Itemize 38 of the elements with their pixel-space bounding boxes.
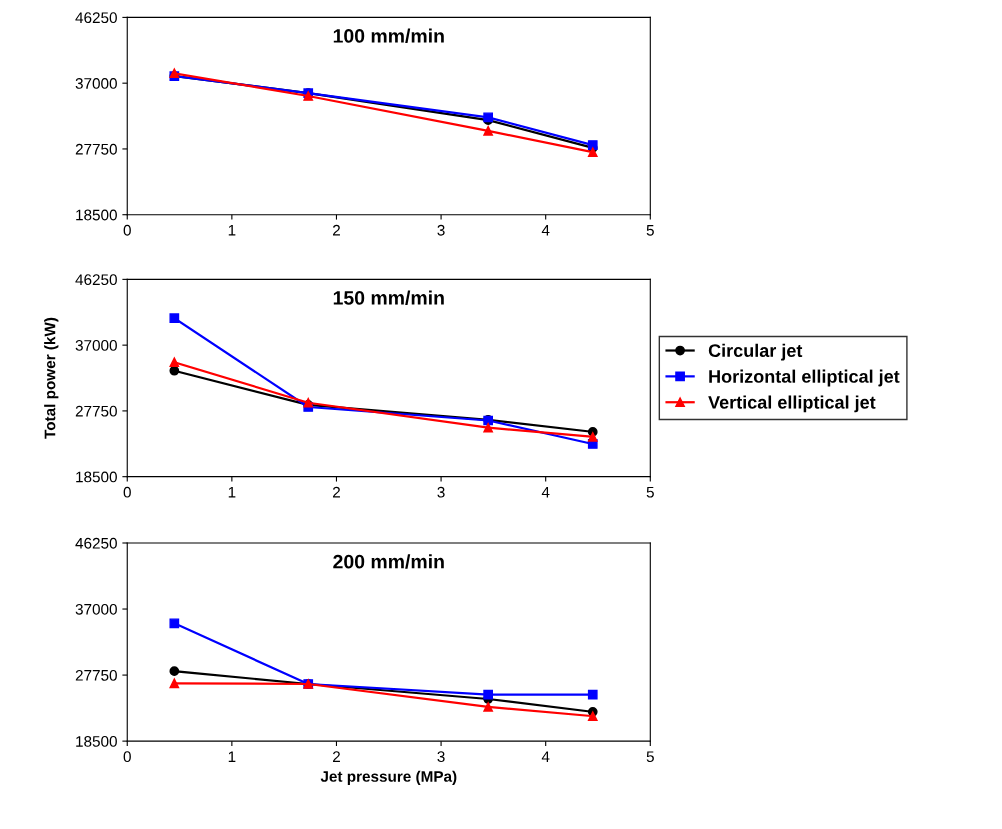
x-tick-label: 4 — [541, 486, 550, 498]
chart-title: 150 mm/min — [333, 290, 444, 305]
x-tick-label: 2 — [332, 486, 340, 498]
x-tick-label: 1 — [228, 224, 236, 236]
x-tick-label: 4 — [541, 751, 550, 762]
y-tick-label: 46250 — [75, 537, 117, 549]
x-tick-label: 5 — [646, 224, 654, 236]
x-tick-label: 0 — [123, 486, 131, 498]
y-tick-label: 37000 — [75, 603, 117, 615]
x-tick-label: 0 — [123, 224, 131, 236]
chart-title: 200 mm/min — [333, 554, 444, 569]
y-tick-label: 18500 — [76, 471, 117, 483]
x-tick-label: 2 — [332, 224, 340, 236]
x-tick-label: 5 — [646, 486, 654, 498]
legend-label: Circular jet — [708, 343, 803, 361]
y-tick-label: 37000 — [75, 78, 117, 89]
y-tick-label: 18500 — [76, 209, 117, 221]
legend-label: Horizontal elliptical jet — [709, 369, 900, 387]
y-tick-label: 18500 — [76, 735, 117, 747]
y-tick-label: 37000 — [75, 340, 117, 351]
x-tick-label: 0 — [123, 751, 131, 763]
y-tick-label: 27750 — [75, 669, 117, 681]
x-tick-label: 3 — [437, 751, 445, 763]
y-tick-label: 46250 — [75, 274, 117, 286]
x-axis-title: Jet pressure (MPa) — [320, 770, 457, 785]
y-tick-label: 27750 — [75, 143, 117, 155]
x-tick-label: 2 — [332, 751, 340, 762]
legend-label: Vertical elliptical jet — [708, 395, 876, 413]
y-axis-title: Total power (kW) — [44, 317, 59, 439]
chart-title: 100 mm/min — [333, 28, 444, 44]
x-tick-label: 1 — [228, 751, 236, 762]
x-tick-label: 4 — [541, 224, 550, 236]
x-tick-label: 3 — [437, 486, 445, 498]
x-tick-label: 5 — [646, 751, 654, 763]
x-tick-label: 3 — [437, 224, 445, 236]
y-tick-label: 27750 — [75, 405, 117, 417]
x-tick-label: 1 — [228, 486, 236, 498]
y-tick-label: 46250 — [75, 12, 117, 24]
